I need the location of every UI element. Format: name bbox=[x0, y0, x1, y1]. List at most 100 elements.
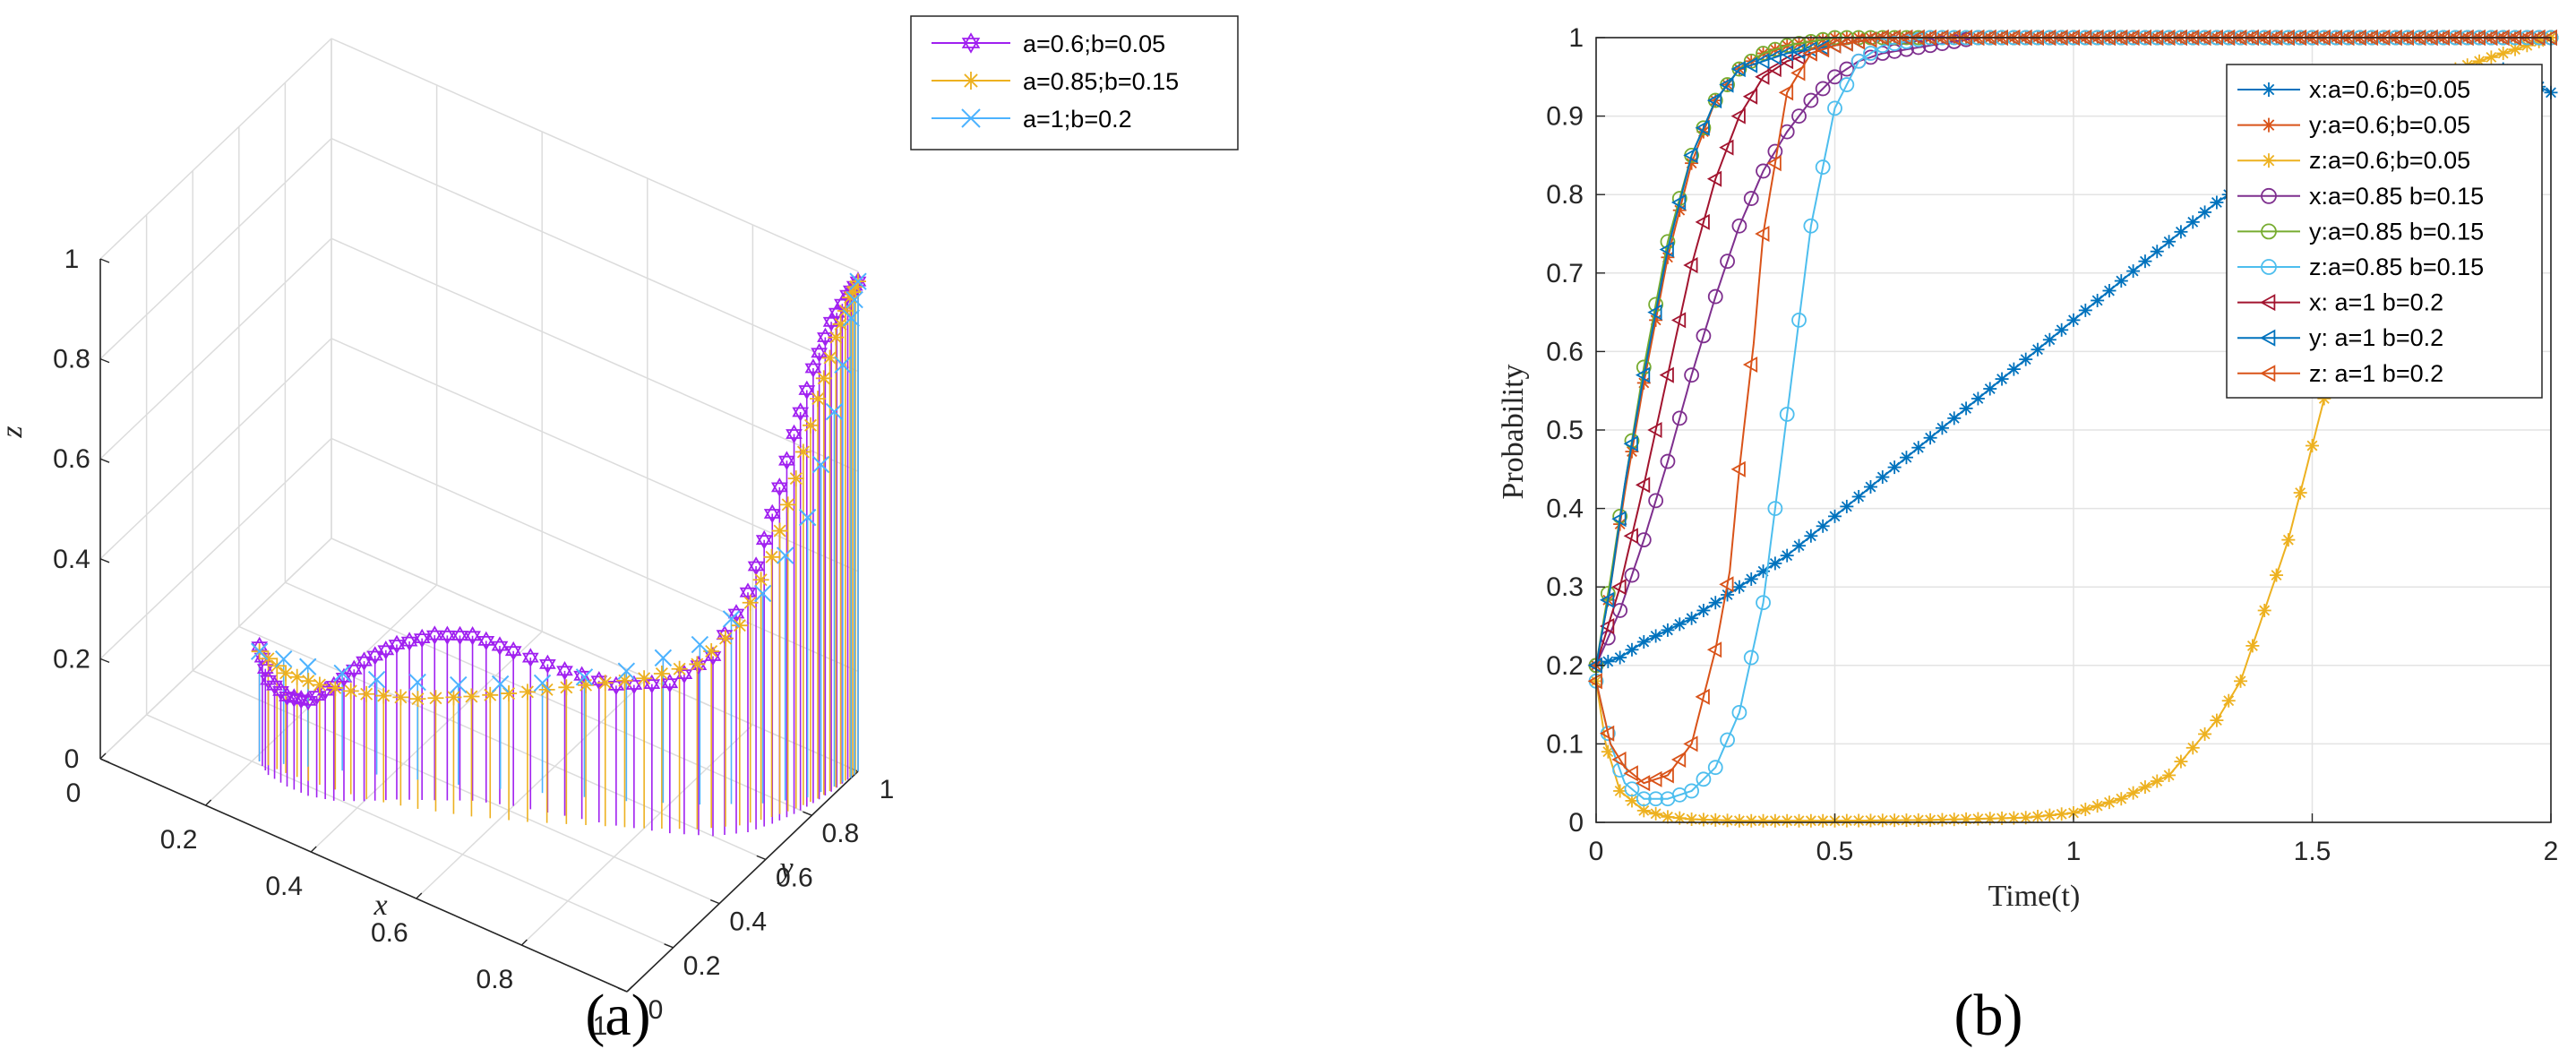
b-data-point bbox=[1876, 470, 1890, 485]
a-data-point bbox=[327, 679, 344, 696]
b-data-point bbox=[1719, 576, 1734, 593]
a-data-point bbox=[834, 356, 852, 374]
b-data-point bbox=[1706, 170, 1722, 187]
b-data-point bbox=[1887, 460, 1902, 475]
b-data-point bbox=[1599, 617, 1615, 635]
a-floor-grid-line bbox=[310, 631, 543, 853]
a-stems-0 bbox=[258, 281, 859, 837]
a-x-tick bbox=[626, 985, 633, 993]
a-data-point bbox=[333, 664, 351, 683]
a-data-point bbox=[742, 594, 759, 611]
b-data-point bbox=[1756, 595, 1771, 611]
a-data-point bbox=[597, 675, 614, 692]
b-data-point bbox=[2138, 780, 2152, 795]
b-data-point bbox=[1876, 813, 1890, 828]
b-data-point bbox=[1816, 519, 1830, 533]
b-data-point bbox=[1623, 435, 1638, 452]
b-data-point bbox=[1648, 493, 1664, 509]
a-data-point bbox=[308, 685, 325, 706]
a-data-point bbox=[367, 670, 386, 689]
a-data-point bbox=[817, 327, 834, 348]
a-data-point bbox=[787, 470, 804, 487]
b-data-point bbox=[1755, 225, 1770, 243]
a-z-tick-label: 0 bbox=[64, 744, 80, 774]
b-data-point bbox=[2114, 792, 2128, 806]
b-data-point bbox=[1755, 53, 1770, 70]
b-data-point bbox=[1649, 806, 1663, 821]
b-data-point bbox=[1721, 588, 1735, 602]
a-data-point bbox=[849, 272, 867, 290]
a-x-tick bbox=[99, 752, 107, 760]
b-data-point bbox=[1684, 367, 1699, 383]
a-legend-label: a=0.85;b=0.15 bbox=[1023, 68, 1179, 95]
a-data-point bbox=[722, 610, 741, 628]
b-data-point bbox=[1623, 765, 1638, 782]
b-data-point bbox=[1672, 811, 1687, 825]
a-data-point bbox=[450, 675, 468, 694]
a-data-point bbox=[300, 673, 317, 690]
a-y-tick-label: 0.2 bbox=[683, 951, 721, 981]
b-data-point bbox=[1706, 92, 1722, 109]
a-data-point bbox=[752, 572, 769, 589]
b-data-point bbox=[1971, 812, 1985, 826]
b-data-point bbox=[1899, 451, 1913, 465]
a-data-point bbox=[846, 290, 863, 309]
a-backwall-grid-line bbox=[99, 38, 332, 260]
b-y-tick-label: 0.1 bbox=[1546, 729, 1584, 759]
b-data-point bbox=[1625, 642, 1639, 657]
a-z-tick bbox=[99, 458, 110, 463]
a-y-tick bbox=[617, 987, 628, 993]
b-data-point bbox=[1696, 771, 1712, 787]
b-data-point bbox=[1947, 813, 1962, 827]
b-legend-label: y:a=0.6;b=0.05 bbox=[2309, 112, 2470, 139]
a-series-1 bbox=[251, 273, 866, 708]
a-data-point bbox=[747, 556, 765, 576]
b-data-point bbox=[2126, 786, 2141, 800]
a-series-0 bbox=[251, 271, 867, 711]
a-x-axis-line bbox=[99, 758, 628, 993]
a-data-point bbox=[311, 676, 328, 693]
a-data-point bbox=[798, 508, 817, 527]
b-data-point bbox=[1995, 372, 2009, 386]
b-data-point bbox=[1766, 48, 1782, 65]
b-legend-label: x:a=0.85 b=0.15 bbox=[2309, 183, 2484, 210]
a-legend-entry: a=0.85;b=0.15 bbox=[932, 68, 1179, 95]
b-data-point bbox=[1995, 811, 2009, 825]
a-data-point bbox=[558, 679, 575, 696]
b-data-point bbox=[2281, 533, 2296, 547]
a-data-point bbox=[539, 654, 556, 675]
b-legend-marker bbox=[2262, 153, 2276, 168]
a-x-tick-label: 0 bbox=[66, 778, 82, 808]
a-data-point bbox=[482, 686, 499, 703]
a-y-axis-line bbox=[626, 770, 859, 993]
a-data-point bbox=[739, 582, 757, 602]
b-legend-marker bbox=[2260, 329, 2276, 347]
b-data-point bbox=[2006, 811, 2021, 825]
b-data-point bbox=[1708, 596, 1722, 610]
a-data-point bbox=[533, 674, 552, 692]
a-data-point bbox=[654, 649, 673, 667]
a-x-tick bbox=[310, 846, 317, 853]
b-data-point bbox=[1672, 617, 1687, 632]
a-data-point bbox=[342, 683, 359, 700]
b-data-point bbox=[1661, 810, 1675, 824]
panel-a-legend: a=0.6;b=0.05 a=0.85;b=0.15 a=1;b=0.2 bbox=[910, 15, 1239, 150]
a-y-tick bbox=[803, 811, 812, 816]
b-data-point bbox=[1695, 213, 1710, 230]
b-legend-marker bbox=[2262, 117, 2276, 133]
b-legend-entry: x:a=0.6;b=0.05 bbox=[2237, 76, 2470, 103]
b-data-point bbox=[1744, 572, 1758, 586]
a-y-tick bbox=[756, 855, 767, 861]
b-data-point bbox=[1601, 654, 1615, 668]
b-data-point bbox=[2198, 205, 2212, 219]
b-data-point bbox=[1851, 489, 1866, 503]
b-data-point bbox=[1851, 813, 1866, 828]
a-data-point bbox=[825, 402, 844, 421]
b-data-point bbox=[1706, 641, 1722, 658]
b-legend-entry: z: a=1 b=0.2 bbox=[2237, 360, 2443, 387]
b-data-point bbox=[1959, 812, 1973, 826]
a-data-point bbox=[504, 641, 522, 661]
b-data-point bbox=[2091, 799, 2105, 813]
panel-a-tick-labels: 0 0.2 0.4 0.6 0.8 1 0 0.2 0.4 0.6 0.8 1 0 0.2 0.4 0.6 0.… bbox=[53, 245, 894, 1041]
